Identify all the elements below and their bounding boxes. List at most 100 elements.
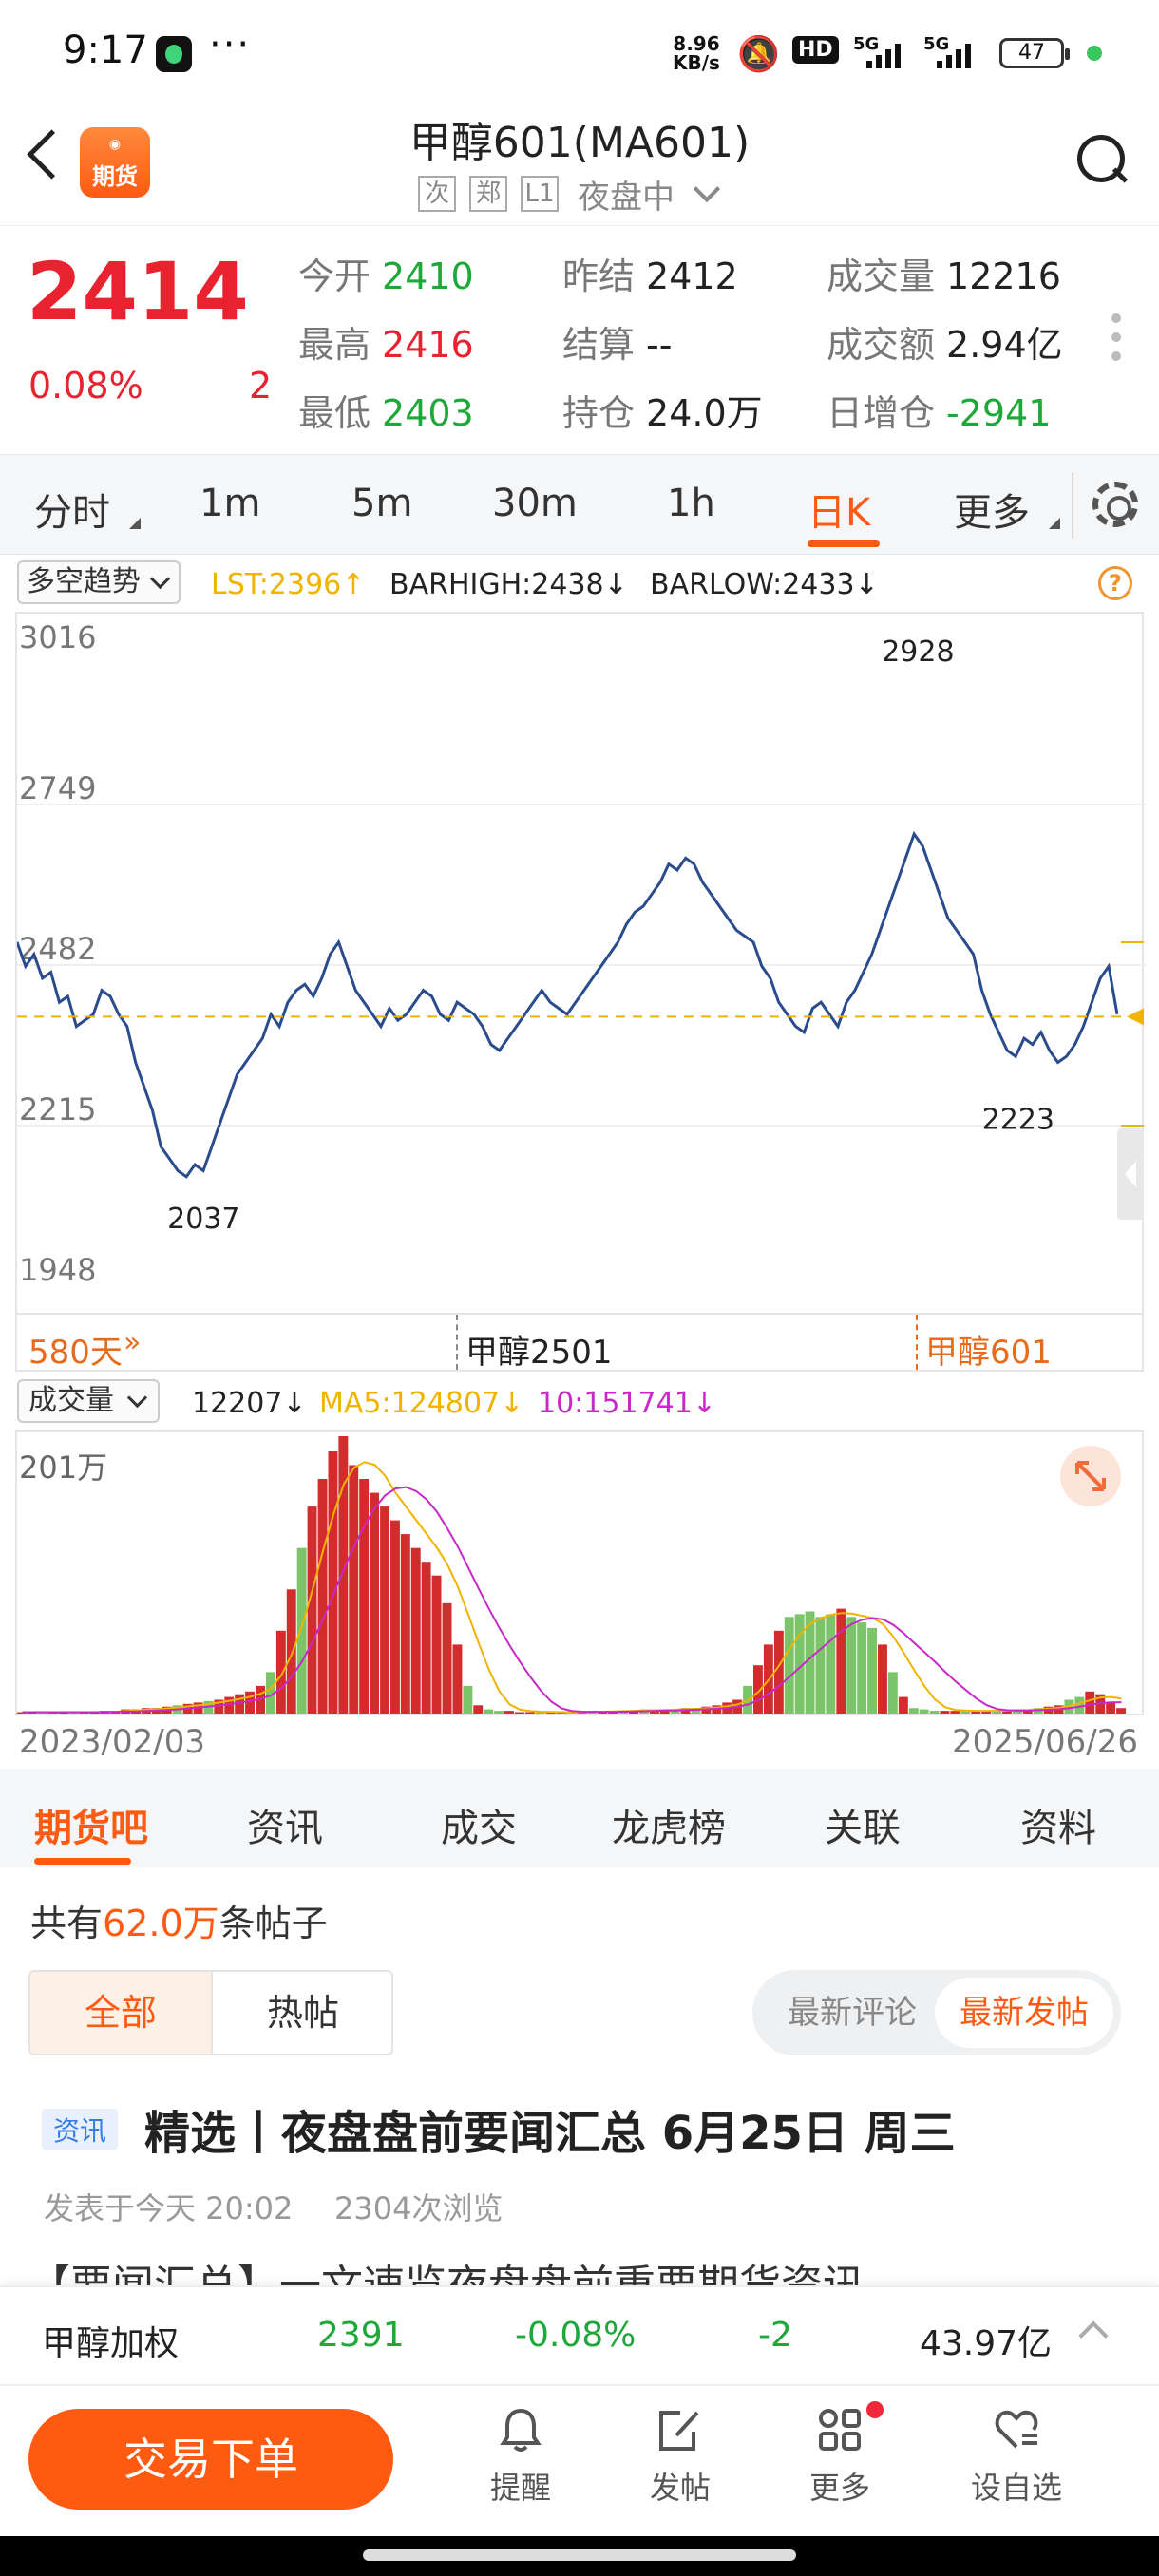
chip-next: 次 bbox=[418, 176, 456, 212]
tab-related[interactable]: 关联 bbox=[825, 1807, 901, 1850]
volume-bar bbox=[857, 1622, 867, 1714]
tab-news[interactable]: 资讯 bbox=[247, 1807, 323, 1850]
heart-list-icon bbox=[992, 2405, 1041, 2454]
signal-label-1: 5G bbox=[853, 34, 880, 54]
notification-dot bbox=[866, 2401, 884, 2418]
volume-bar bbox=[950, 1711, 960, 1714]
contract-prev: 甲醇2501 bbox=[466, 1334, 613, 1372]
history-days[interactable]: 580天 bbox=[28, 1334, 123, 1372]
chip-exchange: 郑 bbox=[469, 176, 507, 212]
volume-indicator-row: 成交量 12207↓ MA5:124807↓ 10:151741↓ bbox=[0, 1375, 1159, 1432]
tab-trades[interactable]: 成交 bbox=[441, 1807, 517, 1850]
nav-watchlist-label: 设自选 bbox=[970, 2470, 1062, 2506]
contract-info-row[interactable]: 次 郑 L1 夜盘中 bbox=[418, 173, 721, 217]
net-speed-value: 8.96 bbox=[673, 32, 720, 55]
tab-intraday[interactable]: 分时 bbox=[34, 491, 110, 535]
network-speed: 8.96 KB/s bbox=[673, 34, 720, 72]
nav-post-label: 发帖 bbox=[649, 2470, 711, 2506]
nav-alert-label: 提醒 bbox=[489, 2470, 551, 2506]
post-snippet: 【要闻汇总】一文速览夜盘盘前重要期货资讯。 bbox=[28, 2262, 906, 2289]
more-vertical-icon[interactable] bbox=[1112, 313, 1121, 370]
tab-1h[interactable]: 1h bbox=[667, 482, 715, 525]
weighted-ticker-bar[interactable]: 甲醇加权 2391 -0.08% -2 43.97亿 bbox=[0, 2285, 1159, 2384]
tab-more[interactable]: 更多 bbox=[954, 491, 1030, 535]
volume-bar bbox=[773, 1630, 784, 1714]
grid-icon bbox=[815, 2405, 864, 2454]
volume-bar bbox=[753, 1665, 763, 1714]
tab-forum[interactable]: 期货吧 bbox=[34, 1807, 148, 1850]
sort-latest-comment[interactable]: 最新评论 bbox=[788, 1994, 917, 2032]
volume-select[interactable]: 成交量 bbox=[17, 1379, 160, 1423]
volume-bar bbox=[887, 1672, 898, 1714]
price-line bbox=[17, 830, 1119, 1179]
tab-top-list[interactable]: 龙虎榜 bbox=[612, 1807, 726, 1850]
home-indicator[interactable] bbox=[363, 2549, 796, 2561]
left-arrow-icon bbox=[1125, 1161, 1136, 1188]
post-title[interactable]: 精选丨夜盘盘前要闻汇总 6月25日 周三 bbox=[144, 2107, 956, 2160]
volume-bar bbox=[960, 1711, 971, 1714]
bottom-nav: 交易下单 提醒 发帖 更多 设自选 bbox=[0, 2384, 1159, 2536]
tab-daily-k[interactable]: 日K bbox=[808, 491, 871, 535]
chevron-down-icon bbox=[693, 175, 721, 203]
nav-watchlist[interactable]: 设自选 bbox=[960, 2405, 1074, 2508]
post-count-prefix: 共有 bbox=[30, 1903, 104, 1944]
post-count: 共有62.0万条帖子 bbox=[30, 1894, 328, 1946]
volume-bar bbox=[442, 1602, 452, 1714]
volume-bar bbox=[992, 1711, 1001, 1714]
tab-30m[interactable]: 30m bbox=[492, 482, 578, 525]
volume-bar bbox=[504, 1711, 514, 1714]
sort-latest-post[interactable]: 最新发帖 bbox=[935, 1978, 1113, 2048]
search-icon[interactable] bbox=[1074, 131, 1129, 186]
post-count-suffix: 条帖子 bbox=[218, 1903, 328, 1944]
help-icon[interactable]: ? bbox=[1098, 566, 1132, 600]
y-tick-label: 2215 bbox=[19, 1091, 96, 1127]
post-filter: 全部 热帖 bbox=[28, 1970, 393, 2055]
volume-value: 12207↓ bbox=[192, 1387, 307, 1420]
post-views: 2304次浏览 bbox=[334, 2190, 504, 2226]
nav-post[interactable]: 发帖 bbox=[623, 2405, 737, 2508]
volume-bar bbox=[349, 1465, 359, 1714]
futures-logo[interactable]: ◉ 期货 bbox=[80, 127, 150, 198]
tab-profile[interactable]: 资料 bbox=[1020, 1807, 1096, 1850]
chevron-up-icon[interactable] bbox=[1078, 2320, 1109, 2351]
trade-order-button[interactable]: 交易下单 bbox=[28, 2409, 393, 2510]
volume-bar bbox=[805, 1611, 815, 1714]
price-chart-svg: 3016 2749 2482 2215 1948 2928 2037 2223 bbox=[17, 619, 1146, 1288]
volume-bar bbox=[867, 1627, 877, 1714]
privacy-indicator-icon bbox=[1087, 46, 1102, 61]
volume-bar bbox=[235, 1694, 245, 1714]
filter-hot[interactable]: 热帖 bbox=[266, 1992, 339, 2034]
annotation-low-right: 2223 bbox=[982, 1104, 1054, 1137]
price-chart[interactable]: 3016 2749 2482 2215 1948 2928 2037 2223 bbox=[15, 612, 1146, 1315]
ma5-line bbox=[22, 1461, 1122, 1714]
ticker-change: -2 bbox=[758, 2316, 792, 2355]
field-open-interest: 持仓 24.0万 bbox=[562, 392, 763, 434]
list-item[interactable]: 资讯 精选丨夜盘盘前要闻汇总 6月25日 周三 发表于今天 20:02 2304… bbox=[0, 2080, 1159, 2289]
mute-bell-icon: 🔕 bbox=[737, 35, 780, 74]
nav-alert[interactable]: 提醒 bbox=[464, 2405, 578, 2508]
signal-bars-2-icon bbox=[937, 42, 982, 68]
period-tabs: 分时 1m 5m 30m 1h 日K 更多 bbox=[0, 454, 1159, 555]
volume-bar bbox=[898, 1696, 908, 1714]
gear-icon[interactable] bbox=[1092, 482, 1138, 527]
tab-1m[interactable]: 1m bbox=[200, 482, 261, 525]
nav-more[interactable]: 更多 bbox=[783, 2405, 897, 2508]
contract-divider-2 bbox=[916, 1315, 918, 1370]
status-time: 9:17 bbox=[63, 28, 148, 72]
volume-bar bbox=[691, 1708, 701, 1714]
double-chevron-icon[interactable]: » bbox=[124, 1326, 142, 1359]
expand-arrows-svg bbox=[1075, 1461, 1106, 1491]
volume-bar bbox=[421, 1562, 431, 1714]
field-volume: 成交量 12216 bbox=[826, 256, 1061, 297]
filter-all[interactable]: 全部 bbox=[30, 1972, 211, 2054]
volume-bar bbox=[971, 1711, 981, 1714]
post-sort: 最新评论 最新发帖 bbox=[752, 1970, 1121, 2055]
volume-chart[interactable]: 201万 bbox=[15, 1430, 1144, 1715]
bell-icon bbox=[496, 2405, 545, 2454]
date-axis: 2023/02/03 2025/06/26 bbox=[0, 1719, 1159, 1769]
volume-bar bbox=[524, 1712, 535, 1714]
expand-icon[interactable] bbox=[1060, 1446, 1121, 1506]
tab-5m[interactable]: 5m bbox=[352, 482, 413, 525]
volume-bar bbox=[338, 1436, 349, 1714]
indicator-select[interactable]: 多空趋势 bbox=[17, 560, 180, 604]
